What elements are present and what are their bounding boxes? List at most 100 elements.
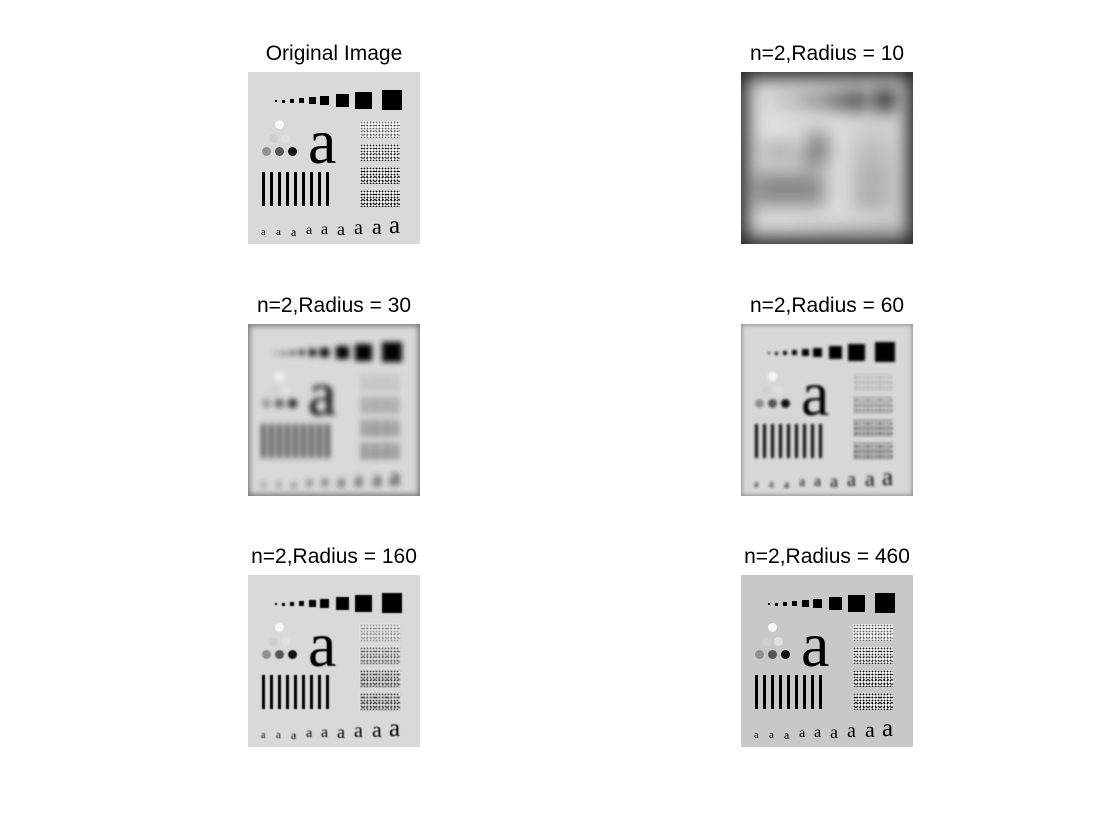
pattern-bar <box>771 172 774 206</box>
pattern-bar <box>755 424 758 458</box>
pattern-square <box>336 94 349 107</box>
pattern-circle <box>262 399 271 408</box>
pattern-bar <box>819 675 822 709</box>
pattern-small-letter: a <box>865 214 875 239</box>
pattern-square <box>802 97 809 104</box>
pattern-square <box>275 100 277 102</box>
pattern-noise-rect <box>360 396 400 413</box>
pattern-noise-rect <box>853 144 893 161</box>
pattern-big-letter: a <box>308 358 337 429</box>
pattern-small-letter: a <box>814 221 822 238</box>
pattern-small-letter: a <box>389 212 401 239</box>
pattern-small-letter: a <box>799 475 806 490</box>
pattern-noise-rect <box>360 442 400 459</box>
pattern-small-letter: a <box>372 214 382 239</box>
pattern-square <box>355 595 372 612</box>
pattern-small-letter: a <box>830 471 838 491</box>
pattern-square <box>275 603 277 605</box>
pattern-circle <box>762 386 771 395</box>
pattern-bar <box>803 675 806 709</box>
pattern-small-letter: a <box>847 217 856 239</box>
pattern-bar <box>318 675 321 709</box>
pattern-square <box>792 98 797 103</box>
pattern-bar <box>270 172 273 206</box>
panel-title: n=2,Radius = 160 <box>251 545 417 568</box>
pattern-bar <box>310 675 313 709</box>
pattern-small-letter: a <box>784 477 790 491</box>
pattern-square <box>875 90 895 110</box>
pattern-circle <box>275 147 284 156</box>
pattern-bar <box>787 675 790 709</box>
pattern-small-letter: a <box>865 466 875 491</box>
pattern-bar <box>262 424 265 458</box>
pattern-square <box>802 600 809 607</box>
pattern-small-letter: a <box>337 471 345 491</box>
pattern-square <box>829 94 842 107</box>
pattern-bar <box>755 675 758 709</box>
pattern-bar <box>278 172 281 206</box>
pattern-small-letter: a <box>261 730 266 741</box>
pattern-small-letter: a <box>847 720 856 742</box>
pattern-bar <box>803 424 806 458</box>
pattern-small-letter: a <box>882 212 894 239</box>
pattern-bar <box>302 172 305 206</box>
pattern-square <box>309 600 316 607</box>
pattern-small-letter: a <box>372 466 382 491</box>
pattern-square <box>275 352 277 354</box>
pattern-small-letter: a <box>754 227 759 238</box>
pattern-bar <box>795 675 798 709</box>
pattern-bar <box>294 172 297 206</box>
pattern-bar <box>795 424 798 458</box>
pattern-circle <box>288 147 297 156</box>
pattern-bar <box>763 424 766 458</box>
pattern-big-letter: a <box>801 358 830 429</box>
pattern-square <box>783 99 787 103</box>
pattern-square <box>382 593 402 613</box>
pattern-circle <box>281 637 290 646</box>
pattern-square <box>290 351 294 355</box>
pattern-bar <box>270 675 273 709</box>
pattern-bar <box>262 675 265 709</box>
pattern-square <box>768 100 770 102</box>
pattern-small-letter: a <box>276 478 281 490</box>
pattern-noise-rect <box>853 693 893 710</box>
pattern-bar <box>286 424 289 458</box>
pattern-small-letter: a <box>337 722 345 742</box>
pattern-square <box>813 599 822 608</box>
pattern-bar <box>771 424 774 458</box>
pattern-bar <box>326 172 329 206</box>
pattern-square <box>290 602 294 606</box>
pattern-square <box>813 348 822 357</box>
pattern-square <box>336 346 349 359</box>
pattern-bar <box>763 675 766 709</box>
pattern-square <box>355 344 372 361</box>
pattern-bar <box>779 424 782 458</box>
pattern-square <box>783 602 787 606</box>
pattern-bar <box>811 172 814 206</box>
pattern-square <box>299 601 304 606</box>
pattern-noise-rect <box>853 624 893 641</box>
pattern-circle <box>281 386 290 395</box>
pattern-small-letter: a <box>769 478 774 490</box>
pattern-square <box>320 96 329 105</box>
pattern-square <box>848 595 865 612</box>
pattern-circle <box>755 399 764 408</box>
pattern-square <box>848 92 865 109</box>
pattern-small-letter: a <box>865 717 875 742</box>
panel-title: n=2,Radius = 10 <box>749 42 905 65</box>
pattern-small-letter: a <box>276 226 281 238</box>
pattern-circle <box>262 650 271 659</box>
pattern-circle <box>774 134 783 143</box>
pattern-small-letter: a <box>799 726 806 741</box>
pattern-small-letter: a <box>291 225 297 239</box>
pattern-noise-rect <box>360 167 400 184</box>
pattern-bar <box>787 172 790 206</box>
pattern-circle <box>768 120 777 129</box>
pattern-circle <box>262 147 271 156</box>
